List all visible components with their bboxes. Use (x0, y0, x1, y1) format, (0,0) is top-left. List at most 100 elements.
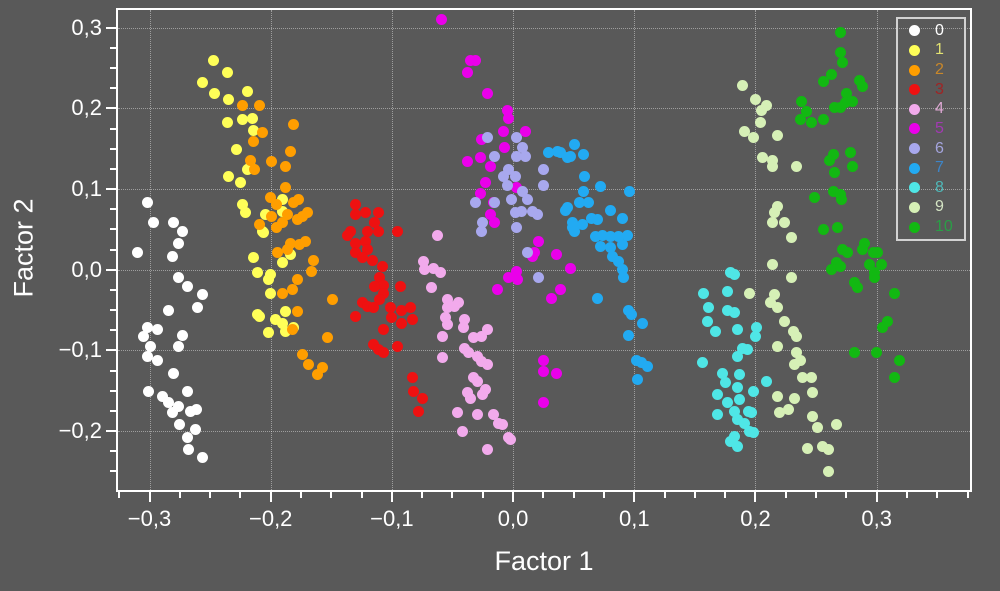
legend-marker-icon (909, 162, 920, 174)
data-point-series-5 (476, 134, 488, 146)
data-point-series-9 (771, 390, 783, 402)
data-point-series-5 (479, 177, 491, 189)
data-point-series-8 (731, 440, 743, 452)
data-point-series-0 (157, 390, 169, 402)
data-point-series-4 (442, 319, 454, 331)
data-point-series-1 (279, 306, 291, 318)
data-point-series-10 (834, 261, 846, 273)
data-point-series-0 (197, 452, 209, 464)
data-point-series-9 (822, 465, 834, 477)
data-point-series-6 (522, 194, 534, 206)
data-point-series-6 (511, 222, 523, 234)
x-major-tick (875, 492, 878, 502)
legend-item: 10 (898, 218, 964, 236)
data-point-series-2 (300, 236, 312, 248)
data-point-series-2 (327, 294, 338, 306)
data-point-series-1 (221, 67, 233, 79)
data-point-series-1 (242, 85, 254, 97)
data-point-series-0 (167, 407, 179, 419)
data-point-series-0 (131, 246, 143, 258)
data-point-series-10 (794, 114, 806, 126)
data-point-series-2 (277, 217, 289, 229)
data-point-series-2 (322, 332, 334, 344)
data-point-series-2 (266, 211, 278, 223)
data-point-series-3 (350, 311, 362, 323)
data-point-series-2 (254, 219, 266, 231)
data-point-series-8 (701, 315, 713, 327)
data-point-series-10 (817, 76, 829, 88)
legend-item: 7 (898, 159, 964, 177)
data-point-series-10 (796, 96, 808, 108)
data-point-series-2 (291, 214, 303, 226)
legend: 0 1 2 3 4 5 6 7 8 9 10 (896, 17, 966, 241)
data-point-series-9 (782, 403, 794, 415)
data-point-series-7 (592, 214, 604, 226)
data-point-series-0 (145, 340, 157, 352)
data-point-series-1 (279, 326, 291, 338)
data-point-series-0 (141, 197, 153, 209)
data-point-series-7 (606, 251, 618, 263)
data-point-series-6 (522, 246, 534, 258)
data-point-series-7 (554, 147, 566, 159)
data-point-series-10 (840, 87, 852, 99)
data-point-series-3 (374, 272, 386, 284)
data-point-series-9 (766, 217, 778, 229)
data-point-series-3 (350, 237, 362, 249)
data-point-series-9 (736, 79, 748, 91)
data-point-series-0 (173, 237, 185, 249)
data-point-series-1 (239, 206, 251, 218)
data-point-series-10 (871, 347, 883, 359)
data-point-series-8 (722, 304, 734, 316)
data-point-series-7 (616, 239, 628, 251)
data-point-series-6 (533, 271, 545, 283)
x-minor-tick (330, 492, 333, 498)
data-point-series-10 (856, 244, 868, 256)
data-point-series-7 (579, 171, 591, 183)
data-point-series-2 (282, 209, 294, 221)
data-point-series-5 (502, 112, 514, 124)
data-point-series-3 (367, 254, 378, 266)
grid-line-vertical (391, 10, 393, 490)
data-point-series-5 (461, 66, 473, 78)
data-point-series-2 (266, 156, 278, 168)
data-point-series-8 (747, 386, 759, 398)
data-point-series-8 (717, 367, 729, 379)
data-point-series-10 (889, 287, 901, 299)
data-point-series-3 (359, 236, 371, 248)
data-point-series-10 (856, 81, 868, 93)
data-point-series-3 (350, 209, 362, 221)
data-point-series-5 (533, 236, 545, 248)
data-point-series-2 (256, 127, 268, 139)
data-point-series-9 (766, 154, 778, 166)
data-point-series-1 (256, 226, 268, 238)
data-point-series-8 (734, 394, 746, 406)
data-point-series-6 (482, 131, 494, 143)
data-point-series-7 (559, 204, 571, 216)
x-minor-tick (663, 492, 666, 498)
data-point-series-7 (616, 212, 628, 224)
data-point-series-0 (173, 401, 185, 413)
data-point-series-7 (613, 231, 625, 243)
data-point-series-3 (377, 279, 389, 291)
data-point-series-7 (616, 264, 628, 276)
data-point-series-2 (288, 197, 300, 209)
y-minor-tick (110, 409, 116, 412)
data-point-series-4 (482, 359, 494, 371)
data-point-series-5 (511, 265, 523, 277)
data-point-series-2 (296, 348, 308, 360)
data-point-series-7 (604, 231, 616, 243)
data-point-series-3 (357, 252, 369, 264)
data-point-series-9 (791, 331, 803, 343)
data-point-series-10 (817, 223, 829, 235)
y-tick-label: 0,3 (71, 14, 102, 40)
x-minor-tick (209, 492, 212, 498)
y-major-tick (106, 107, 116, 110)
data-point-series-2 (244, 154, 256, 166)
data-point-series-8 (760, 376, 772, 388)
y-minor-tick (110, 127, 116, 130)
data-point-series-9 (749, 94, 761, 106)
data-point-series-0 (181, 281, 193, 293)
data-point-series-9 (766, 161, 778, 172)
x-tick-label: 0,2 (740, 506, 771, 531)
x-minor-tick (421, 492, 424, 498)
